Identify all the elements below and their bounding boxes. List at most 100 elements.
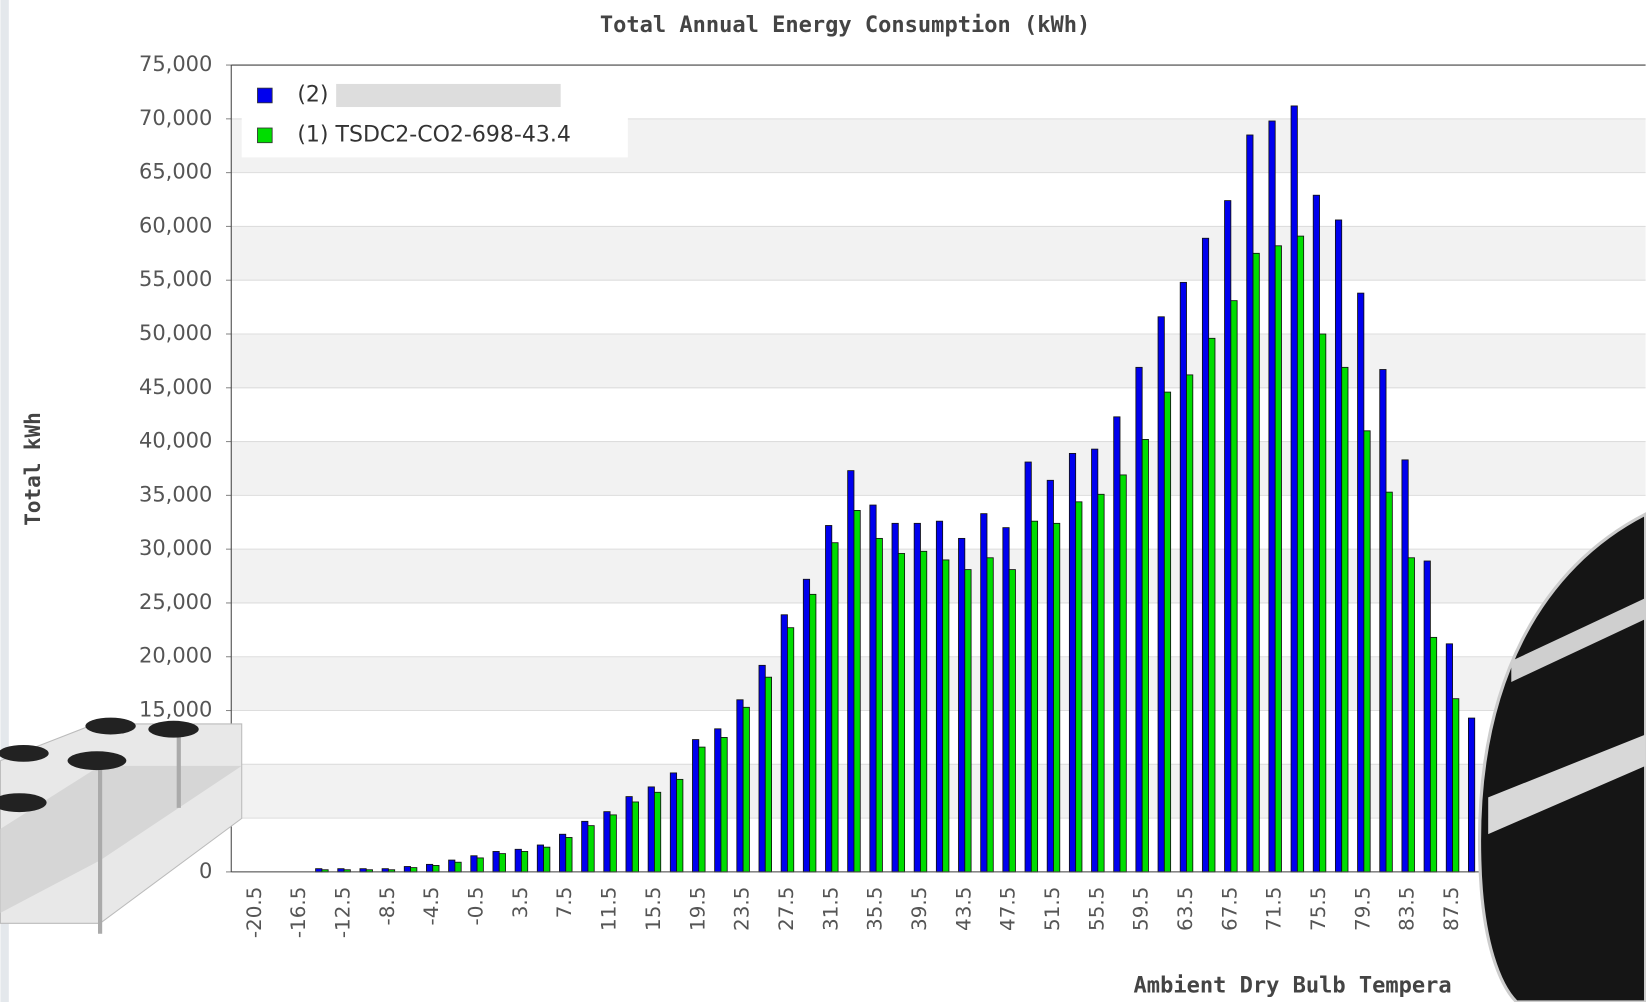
bar <box>1358 293 1364 872</box>
bar <box>1120 475 1126 872</box>
y-axis-label: Total kWh <box>21 412 45 526</box>
redaction <box>336 84 561 107</box>
x-tick-label: 19.5 <box>686 887 709 931</box>
bar <box>1202 238 1208 872</box>
bar <box>1164 392 1170 872</box>
bar <box>965 570 971 872</box>
x-tick-label: -16.5 <box>287 887 310 939</box>
bar <box>604 812 610 872</box>
grid-band <box>231 442 1645 496</box>
bar <box>471 856 477 872</box>
bar <box>1320 334 1326 872</box>
bar <box>1408 558 1414 872</box>
bar <box>537 845 543 872</box>
y-tick-label: 0 <box>199 859 212 883</box>
bar <box>610 815 616 872</box>
x-tick-label: 67.5 <box>1218 887 1241 931</box>
bar <box>781 615 787 872</box>
x-tick-label: 23.5 <box>731 887 754 931</box>
bar <box>1142 439 1148 871</box>
legend-label: (1) TSDC2-CO2-698-43.4 <box>297 122 571 147</box>
x-axis-label: Ambient Dry Bulb Tempera <box>1134 973 1452 998</box>
bar <box>1231 301 1237 872</box>
chart: 05,00010,00015,00020,00025,00030,00035,0… <box>0 0 1646 1002</box>
bar <box>1247 135 1253 872</box>
bar <box>1430 637 1436 872</box>
bar <box>787 628 793 872</box>
bar <box>411 868 417 872</box>
bar <box>404 867 410 872</box>
y-tick-label: 20,000 <box>139 644 212 668</box>
bar <box>515 849 521 872</box>
bar <box>632 802 638 872</box>
bar <box>898 553 904 871</box>
bar <box>544 847 550 872</box>
bar <box>521 851 527 871</box>
bar <box>648 787 654 872</box>
bar <box>559 834 565 872</box>
bar <box>987 558 993 872</box>
bar <box>1209 338 1215 872</box>
bar <box>1446 644 1452 872</box>
x-tick-label: 75.5 <box>1307 887 1330 931</box>
bar <box>1342 367 1348 872</box>
bar <box>943 560 949 872</box>
bar <box>455 862 461 872</box>
x-tick-label: 83.5 <box>1396 887 1419 931</box>
bar <box>832 543 838 872</box>
x-tick-label: 15.5 <box>642 887 665 931</box>
x-tick-label: 55.5 <box>1085 887 1108 931</box>
x-tick-label: 35.5 <box>864 887 887 931</box>
bar <box>810 594 816 872</box>
bar <box>588 826 594 872</box>
bar <box>1253 253 1259 872</box>
bar <box>1158 317 1164 872</box>
bar <box>825 525 831 871</box>
bar <box>1386 492 1392 872</box>
bar <box>1269 121 1275 872</box>
bar <box>892 523 898 872</box>
bar <box>433 865 439 871</box>
y-tick-label: 65,000 <box>139 160 212 184</box>
bar <box>1468 718 1474 872</box>
bar <box>654 792 660 872</box>
y-tick-label: 45,000 <box>139 375 212 399</box>
legend-swatch <box>257 88 272 103</box>
bar <box>1180 282 1186 872</box>
bar <box>876 538 882 871</box>
x-tick-label: 51.5 <box>1041 887 1064 931</box>
bar <box>626 797 632 872</box>
y-tick-label: 70,000 <box>139 106 212 130</box>
x-tick-label: 11.5 <box>598 887 621 931</box>
bar <box>721 737 727 871</box>
x-tick-label: 3.5 <box>509 887 532 919</box>
chart-title: Total Annual Energy Consumption (kWh) <box>600 13 1090 38</box>
x-tick-label: 27.5 <box>775 887 798 931</box>
bar <box>699 747 705 872</box>
bar <box>1364 431 1370 872</box>
bar <box>670 773 676 872</box>
bar <box>1031 521 1037 872</box>
bar <box>1069 453 1075 871</box>
bar <box>477 858 483 872</box>
bar <box>493 851 499 871</box>
x-tick-label: 47.5 <box>997 887 1020 931</box>
bar <box>1402 460 1408 872</box>
y-tick-label: 75,000 <box>139 52 212 76</box>
y-tick-label: 60,000 <box>139 213 212 237</box>
bar <box>1291 106 1297 872</box>
bar <box>1453 699 1459 872</box>
x-tick-label: 7.5 <box>553 887 576 919</box>
bar <box>1025 462 1031 872</box>
x-tick-label: 59.5 <box>1130 887 1153 931</box>
bar <box>1047 480 1053 872</box>
bar <box>426 864 432 872</box>
bar <box>854 510 860 871</box>
bar <box>1275 246 1281 872</box>
bar <box>1092 449 1098 872</box>
y-tick-label: 35,000 <box>139 482 212 506</box>
bar <box>765 677 771 872</box>
bar <box>499 854 505 872</box>
bar <box>1114 417 1120 872</box>
bar <box>1313 195 1319 872</box>
